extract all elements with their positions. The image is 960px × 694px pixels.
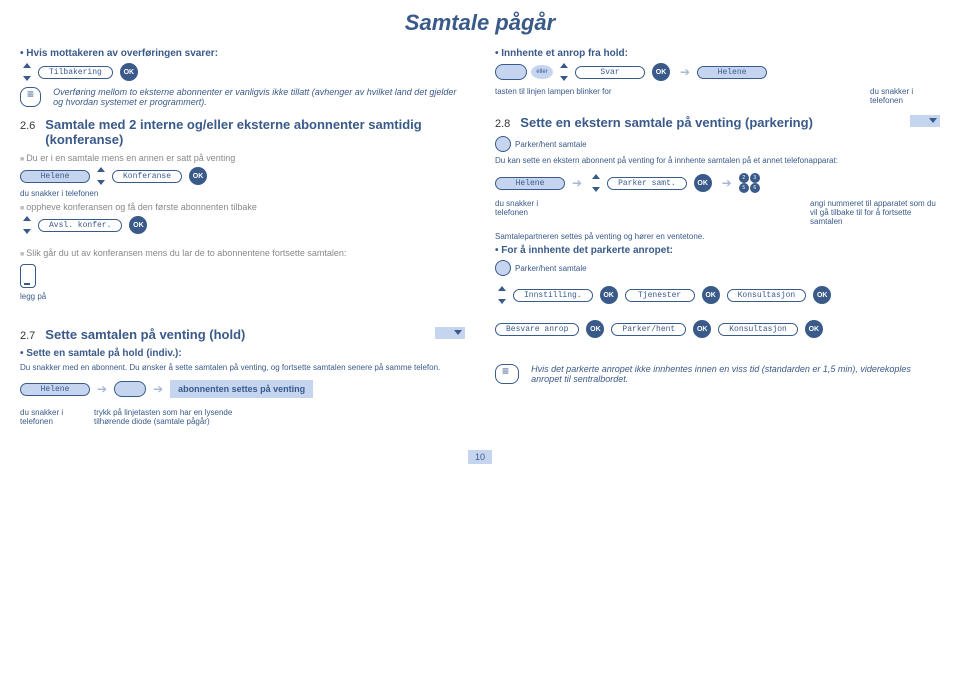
round-button-icon[interactable] [495,136,511,152]
text-partner: Samtalepartneren settes på venting og hø… [495,232,940,241]
pill-helene-1: Helene [20,170,90,183]
gray-note-3: Slik går du ut av konferansen mens du la… [20,248,465,258]
stepper-r2[interactable] [592,174,600,192]
ok-button[interactable]: OK [120,63,138,81]
cap-snakker-1: du snakker i telefonen [20,189,465,198]
pill-konferanse[interactable]: Konferanse [112,170,182,183]
stepper-2[interactable] [97,167,105,185]
ok-r4[interactable]: OK [702,286,720,304]
page-number: 10 [468,450,492,464]
arrow-icon-2: ➔ [153,382,163,396]
ok-r7[interactable]: OK [693,320,711,338]
note-text-1: Overføring mellom to eksterne abonnenter… [53,87,465,107]
pill-avsl[interactable]: Avsl. konfer. [38,219,122,232]
ok-r3[interactable]: OK [600,286,618,304]
ok-r5[interactable]: OK [813,286,831,304]
sec-2-8-num: 2.8 [495,118,510,130]
keypad-icon[interactable]: 23 56 [739,173,760,193]
ok-button-3[interactable]: OK [129,216,147,234]
left-column: Hvis mottakeren av overføringen svarer: … [20,44,465,430]
bullet-for-a: For å innhente det parkerte anropet: [495,245,940,256]
stepper-r1[interactable] [560,63,568,81]
phone-icon [20,264,36,288]
sec-2-6-name: Samtale med 2 interne og/eller eksterne … [45,117,465,147]
note-icon-2 [495,364,519,384]
right-heading: Innhente et anrop fra hold: [495,48,940,59]
cap-trykk: trykk på linjetasten som har en lysende … [94,408,254,426]
page-title: Samtale pågår [20,10,940,36]
cap-snakker-2: du snakker i telefonen [20,408,90,426]
sec-2-8-name: Sette en ekstern samtale på venting (par… [520,115,813,130]
stepper-r3[interactable] [498,286,506,304]
sec-2-6-num: 2.6 [20,120,35,132]
line-button-icon[interactable] [114,381,146,397]
arrow-r3: ➔ [722,176,732,190]
bullet-27: Sette en samtale på hold (indiv.): [20,348,465,359]
text-27: Du snakker med en abonnent. Du ønsker å … [20,363,465,372]
pill-konsult-2[interactable]: Konsultasjon [718,323,798,336]
pill-tjenester[interactable]: Tjenester [625,289,695,302]
pill-svar[interactable]: Svar [575,66,645,79]
pill-innstilling[interactable]: Innstilling. [513,289,593,302]
arrow-icon: ➔ [97,382,107,396]
cap-snakker-r1: du snakker i telefonen [870,87,940,105]
stepper-3[interactable] [23,216,31,234]
note-icon [20,87,41,107]
pill-konsult[interactable]: Konsultasjon [727,289,807,302]
pill-helene-r2: Helene [495,177,565,190]
pill-parker-hent2[interactable]: Parker/hent [611,323,686,336]
ok-button-2[interactable]: OK [189,167,207,185]
label-parker-hent-2: Parker/hent samtale [515,264,587,273]
ok-r8[interactable]: OK [805,320,823,338]
highlight-abon: abonnenten settes på venting [170,380,313,398]
up-down-stepper[interactable] [23,63,31,81]
arrow-r2: ➔ [572,176,582,190]
pill-helene-r: Helene [697,66,767,79]
cap-tasten: tasten til linjen lampen blinker for [495,87,625,96]
section-bar-2 [910,115,940,127]
right-column: Innhente et anrop fra hold: eller Svar O… [495,44,940,430]
section-bar-1 [435,327,465,339]
left-heading: Hvis mottakeren av overføringen svarer: [20,48,465,59]
round-button-icon-2[interactable] [495,260,511,276]
cap-legg-pa: legg på [20,292,465,301]
line-button-icon-2[interactable] [495,64,527,80]
ok-button-r1[interactable]: OK [652,63,670,81]
pill-parker-samt[interactable]: Parker samt. [607,177,687,190]
sec-2-7-name: Sette samtalen på venting (hold) [45,327,245,342]
text-28: Du kan sette en ekstern abonnent på vent… [495,156,940,165]
pill-tilbakering[interactable]: Tilbakering [38,66,113,79]
arrow-icon-r1: ➔ [680,65,690,79]
ok-r6[interactable]: OK [586,320,604,338]
sec-2-7-num: 2.7 [20,330,35,342]
label-parker-hent: Parker/hent samtale [515,140,587,149]
note-text-2: Hvis det parkerte anropet ikke innhentes… [531,364,940,384]
pill-besvare[interactable]: Besvare anrop [495,323,579,336]
ok-button-r2[interactable]: OK [694,174,712,192]
cap-snakker-r2: du snakker i telefonen [495,199,565,217]
eller-badge: eller [531,65,553,79]
pill-helene-2: Helene [20,383,90,396]
gray-note-2: oppheve konferansen og få den første abo… [20,202,465,212]
gray-note-1: Du er i en samtale mens en annen er satt… [20,153,465,163]
cap-angi: angi nummeret til apparatet som du vil g… [810,199,940,226]
